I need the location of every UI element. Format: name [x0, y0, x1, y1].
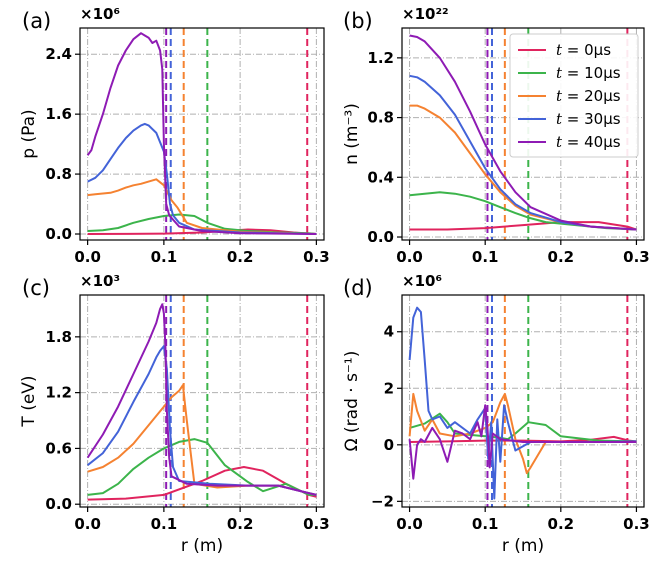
legend-label-t30: t = 30μs — [556, 110, 621, 128]
y-tick-label: 0.6 — [45, 439, 72, 457]
panel-c: 0.0 0.1 0.2 0.3 0.0 0.6 1.2 1.8 (c) ×10³ T (eV) r (… — [19, 272, 330, 556]
series-line-t20 — [408, 392, 637, 475]
series-line-t30 — [87, 122, 317, 235]
panel-d: 0.0 0.1 0.2 0.3 −2 0 2 4 (d) ×10⁶ Ω (rad · s⁻¹) r (… — [342, 272, 650, 556]
series-line-t20 — [87, 178, 317, 235]
x-tick-label: 0.0 — [396, 515, 423, 533]
y-tick-label: 0.8 — [45, 165, 72, 183]
y-tick-label: 1.2 — [367, 49, 394, 67]
legend-box — [509, 33, 639, 158]
legend-label-t40: t = 40μs — [556, 133, 621, 151]
y-tick-label: 2 — [384, 379, 394, 397]
series-line-t40 — [86, 303, 317, 496]
x-tick-label: 0.1 — [472, 248, 499, 266]
series-line-t40 — [409, 34, 637, 231]
panel-label: (b) — [343, 9, 373, 33]
x-tick-label: 0.1 — [151, 248, 178, 266]
y-tick-label: 2.4 — [45, 45, 72, 63]
y-axis-label: n (m⁻³) — [342, 103, 362, 165]
legend-label-t0: t = 0μs — [556, 41, 611, 59]
series-line-t30 — [409, 74, 637, 231]
x-tick-label: 0.0 — [74, 248, 101, 266]
x-tick-label: 0.0 — [74, 515, 101, 533]
axis-multiplier: ×10⁶ — [80, 5, 120, 23]
legend-label-t10: t = 10μs — [556, 64, 621, 82]
x-tick-label: 0.3 — [623, 515, 650, 533]
y-axis-label: p (Pa) — [19, 109, 39, 158]
series-line-t20 — [87, 384, 317, 496]
plot-area — [86, 295, 317, 507]
y-tick-label: 0.0 — [45, 225, 72, 243]
series-line-t40 — [86, 32, 317, 235]
panel-label: (c) — [22, 276, 50, 300]
series-line-t40 — [408, 404, 637, 480]
x-axis-label: r (m) — [502, 536, 544, 556]
y-tick-label: 1.2 — [45, 384, 72, 402]
legend: t = 0μs t = 10μs t = 20μs t = 30μs t = 40μs — [509, 33, 639, 158]
legend-label-t20: t = 20μs — [556, 87, 621, 105]
y-tick-label: 1.6 — [45, 105, 72, 123]
x-axis-label: r (m) — [181, 536, 223, 556]
plot-area — [409, 28, 637, 240]
x-tick-label: 0.0 — [396, 248, 423, 266]
x-tick-label: 0.2 — [548, 515, 575, 533]
series-line-t10 — [409, 412, 637, 443]
axes-frame — [79, 294, 325, 508]
y-tick-label: −2 — [371, 492, 394, 510]
axis-multiplier: ×10²² — [402, 5, 449, 23]
series-line-t30 — [86, 345, 317, 496]
series-line-t30 — [408, 306, 637, 500]
x-tick-label: 0.3 — [623, 248, 650, 266]
panel-label: (d) — [343, 276, 373, 300]
y-tick-label: 1.8 — [45, 328, 72, 346]
plot-area — [86, 28, 317, 240]
panel-label: (a) — [22, 9, 51, 33]
plot-area — [408, 295, 637, 507]
axes-frame — [401, 27, 645, 241]
x-tick-label: 0.3 — [303, 248, 330, 266]
axes-frame — [79, 27, 325, 241]
x-tick-label: 0.2 — [227, 515, 254, 533]
y-tick-label: 0 — [384, 436, 394, 454]
panel-a: 0.0 0.1 0.2 0.3 0.0 0.8 1.6 2.4 (a) ×10⁶ p (Pa) — [19, 5, 330, 266]
x-tick-label: 0.2 — [548, 248, 575, 266]
y-tick-label: 4 — [384, 323, 394, 341]
x-tick-label: 0.3 — [303, 515, 330, 533]
y-axis-label: T (eV) — [19, 375, 39, 427]
y-tick-label: 0.4 — [367, 168, 394, 186]
y-tick-label: 0.8 — [367, 109, 394, 127]
y-tick-label: 0.0 — [45, 495, 72, 513]
axis-multiplier: ×10⁶ — [402, 272, 442, 290]
series-line-t0 — [409, 221, 637, 231]
x-tick-label: 0.1 — [472, 515, 499, 533]
x-tick-label: 0.1 — [151, 515, 178, 533]
y-axis-label: Ω (rad · s⁻¹) — [342, 351, 362, 452]
panel-b: 0.0 0.1 0.2 0.3 0.0 0.4 0.8 1.2 (b) ×10²² n (m⁻³) t… — [342, 5, 650, 266]
x-tick-label: 0.2 — [227, 248, 254, 266]
axes-frame — [401, 294, 645, 508]
y-tick-label: 0.0 — [367, 228, 394, 246]
axis-multiplier: ×10³ — [80, 272, 120, 290]
